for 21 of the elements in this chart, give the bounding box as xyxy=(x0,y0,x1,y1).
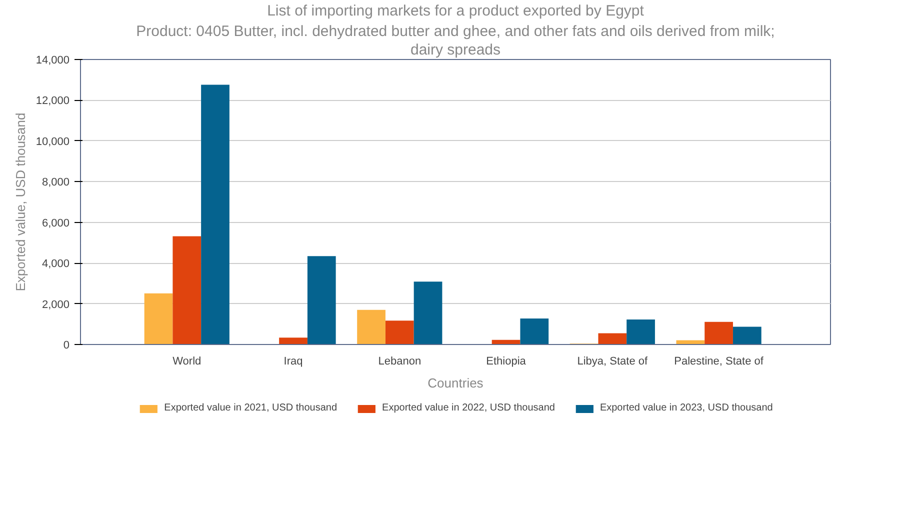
x-tick-label: Iraq xyxy=(284,356,303,368)
x-tick-label: Ethiopia xyxy=(486,356,527,368)
chart-title: List of importing markets for a product exported by Egypt xyxy=(267,2,645,20)
x-tick-label: World xyxy=(172,356,202,368)
y-tick-label: 6,000 xyxy=(42,217,70,230)
y-axis-title: Exported value, USD thousand xyxy=(12,112,28,292)
x-tick-label: Palestine, State of xyxy=(674,356,764,368)
x-tick-label: Lebanon xyxy=(378,356,422,368)
x-tick-label: Libya, State of xyxy=(577,356,649,368)
y-tick-label: 2,000 xyxy=(42,298,70,311)
y-tick-label: 4,000 xyxy=(42,258,70,270)
y-tick-label: 10,000 xyxy=(36,136,70,148)
legend-label: Exported value in 2022, USD thousand xyxy=(382,402,555,414)
y-tick-label: 8,000 xyxy=(42,176,70,189)
legend-label: Exported value in 2021, USD thousand xyxy=(164,402,338,414)
y-tick-label: 0 xyxy=(63,340,70,352)
legend-label: Exported value in 2023, USD thousand xyxy=(600,402,773,414)
x-axis-title: Countries xyxy=(428,376,484,390)
chart-subtitle: Product: 0405 Butter, incl. dehydrated butter and ghee, and other fats and oils derived from milk; dairy spreads xyxy=(136,22,775,58)
y-tick-label: 14,000 xyxy=(36,54,70,66)
y-tick-label: 12,000 xyxy=(36,95,70,108)
